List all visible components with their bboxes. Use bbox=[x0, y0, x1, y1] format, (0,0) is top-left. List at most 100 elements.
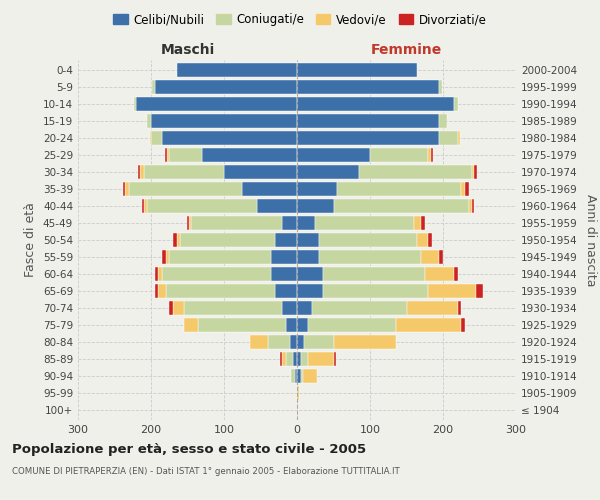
Bar bbox=[297, 80, 439, 94]
Bar bbox=[144, 199, 148, 214]
Bar bbox=[465, 182, 469, 196]
Bar bbox=[280, 352, 283, 366]
Bar bbox=[158, 266, 162, 281]
Bar bbox=[180, 233, 275, 247]
Bar bbox=[476, 284, 483, 298]
Bar bbox=[428, 284, 476, 298]
Bar bbox=[421, 250, 439, 264]
Bar bbox=[125, 182, 129, 196]
Bar bbox=[323, 284, 428, 298]
Bar bbox=[297, 352, 301, 366]
Bar bbox=[315, 216, 414, 230]
Bar bbox=[308, 352, 334, 366]
Bar bbox=[301, 352, 308, 366]
Bar bbox=[275, 233, 297, 247]
Bar bbox=[297, 199, 334, 214]
Bar bbox=[268, 334, 290, 349]
Bar bbox=[454, 266, 458, 281]
Bar bbox=[142, 199, 144, 214]
Bar bbox=[428, 148, 431, 162]
Y-axis label: Anni di nascita: Anni di nascita bbox=[584, 194, 597, 286]
Bar bbox=[148, 114, 151, 128]
Text: Maschi: Maschi bbox=[160, 44, 215, 58]
Bar bbox=[290, 334, 297, 349]
Text: Femmine: Femmine bbox=[371, 44, 442, 58]
Bar bbox=[257, 199, 297, 214]
Bar bbox=[428, 233, 432, 247]
Bar bbox=[304, 334, 334, 349]
Bar bbox=[176, 233, 180, 247]
Bar bbox=[431, 148, 433, 162]
Bar bbox=[123, 182, 125, 196]
Bar bbox=[162, 250, 166, 264]
Bar bbox=[297, 334, 304, 349]
Bar bbox=[187, 216, 189, 230]
Bar bbox=[165, 148, 167, 162]
Bar bbox=[407, 300, 458, 315]
Bar bbox=[129, 182, 242, 196]
Bar bbox=[458, 131, 460, 146]
Bar bbox=[334, 334, 395, 349]
Bar bbox=[297, 300, 311, 315]
Bar bbox=[275, 284, 297, 298]
Bar bbox=[166, 250, 169, 264]
Bar bbox=[297, 284, 323, 298]
Bar bbox=[454, 97, 458, 112]
Bar bbox=[439, 131, 458, 146]
Bar bbox=[136, 97, 297, 112]
Bar bbox=[176, 63, 297, 78]
Bar bbox=[472, 199, 475, 214]
Bar bbox=[155, 266, 158, 281]
Bar bbox=[395, 318, 461, 332]
Bar bbox=[297, 318, 308, 332]
Bar bbox=[293, 352, 297, 366]
Bar bbox=[162, 266, 271, 281]
Bar bbox=[283, 300, 297, 315]
Bar bbox=[319, 250, 421, 264]
Bar bbox=[148, 199, 257, 214]
Bar bbox=[414, 216, 421, 230]
Bar bbox=[370, 148, 428, 162]
Bar bbox=[138, 165, 140, 180]
Bar bbox=[297, 250, 319, 264]
Bar bbox=[303, 368, 317, 383]
Bar bbox=[461, 318, 465, 332]
Bar bbox=[286, 318, 297, 332]
Bar bbox=[169, 250, 271, 264]
Bar bbox=[191, 216, 283, 230]
Bar bbox=[169, 148, 202, 162]
Bar bbox=[439, 114, 446, 128]
Bar bbox=[472, 165, 475, 180]
Bar bbox=[297, 131, 439, 146]
Bar bbox=[323, 266, 425, 281]
Bar bbox=[155, 284, 158, 298]
Bar bbox=[297, 266, 323, 281]
Bar bbox=[297, 402, 298, 417]
Bar bbox=[297, 114, 439, 128]
Bar bbox=[162, 131, 297, 146]
Bar bbox=[334, 352, 335, 366]
Bar bbox=[297, 386, 299, 400]
Bar bbox=[297, 148, 370, 162]
Bar bbox=[144, 165, 224, 180]
Bar bbox=[271, 266, 297, 281]
Bar bbox=[199, 318, 286, 332]
Bar bbox=[169, 300, 173, 315]
Bar bbox=[297, 165, 359, 180]
Bar bbox=[134, 97, 136, 112]
Bar bbox=[461, 182, 465, 196]
Bar bbox=[418, 233, 428, 247]
Bar bbox=[311, 300, 407, 315]
Bar bbox=[425, 266, 454, 281]
Bar bbox=[224, 165, 297, 180]
Bar bbox=[151, 131, 162, 146]
Text: Popolazione per età, sesso e stato civile - 2005: Popolazione per età, sesso e stato civil… bbox=[12, 442, 366, 456]
Bar bbox=[295, 368, 297, 383]
Bar bbox=[458, 300, 461, 315]
Bar bbox=[151, 114, 297, 128]
Bar bbox=[283, 216, 297, 230]
Bar bbox=[189, 216, 191, 230]
Legend: Celibi/Nubili, Coniugati/e, Vedovi/e, Divorziati/e: Celibi/Nubili, Coniugati/e, Vedovi/e, Di… bbox=[109, 8, 491, 31]
Bar bbox=[202, 148, 297, 162]
Bar bbox=[421, 216, 425, 230]
